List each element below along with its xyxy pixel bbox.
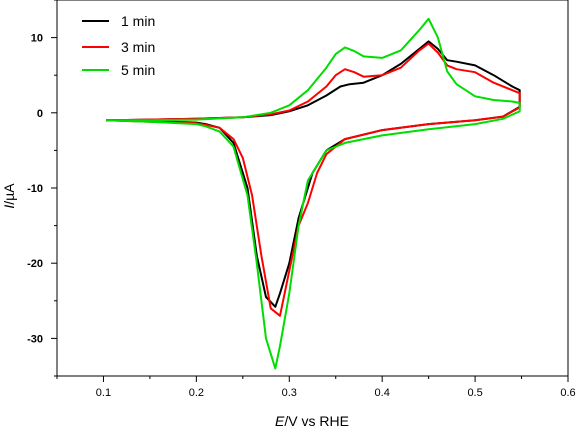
x-tick-label: 0.6 xyxy=(560,387,575,399)
x-tick-label: 0.2 xyxy=(189,387,204,399)
y-tick-label: 10 xyxy=(31,33,43,45)
series-line-3 xyxy=(106,17,521,370)
legend-label-3: 5 min xyxy=(121,62,155,78)
y-axis-title-unit: /µA xyxy=(1,183,17,205)
series-line-1 xyxy=(106,40,521,308)
x-axis-title-unit: /V vs RHE xyxy=(284,413,349,429)
y-axis-title: I/µA xyxy=(1,183,17,209)
y-tick-label: -20 xyxy=(27,258,43,270)
x-tick-label: 0.5 xyxy=(467,387,482,399)
x-tick-label: 0.1 xyxy=(96,387,111,399)
y-tick-label: -10 xyxy=(27,183,43,195)
tick-layer: 0.1 0.2 0.3 0.4 0.5 0.6 -30 -20 -10 0 10 xyxy=(27,0,576,399)
x-tick-label: 0.3 xyxy=(282,387,297,399)
x-axis-title-symbol: E xyxy=(275,413,285,429)
y-tick-label: -30 xyxy=(27,333,43,345)
y-tick-label: 0 xyxy=(37,108,43,120)
y-axis-title-symbol: I xyxy=(1,205,17,209)
legend: 1 min 3 min 5 min xyxy=(82,13,155,78)
series-layer xyxy=(106,17,521,370)
legend-label-2: 3 min xyxy=(121,39,155,55)
x-tick-label: 0.4 xyxy=(375,387,390,399)
series-line-2 xyxy=(106,42,521,317)
x-axis-title: E/V vs RHE xyxy=(275,413,349,429)
legend-label-1: 1 min xyxy=(121,13,155,29)
